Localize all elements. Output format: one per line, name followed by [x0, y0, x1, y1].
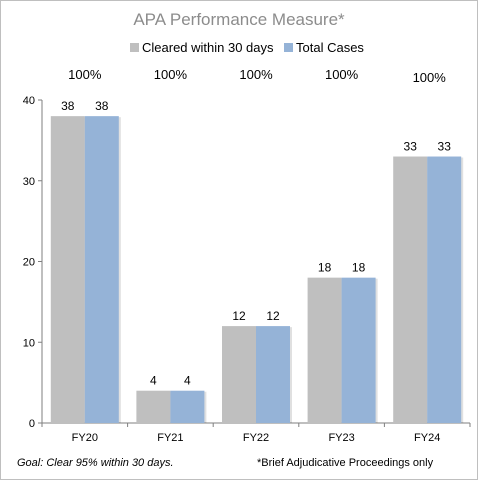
legend-label-cleared: Cleared within 30 days: [142, 40, 274, 55]
bar-cleared: [393, 156, 428, 423]
goal-note: Goal: Clear 95% within 30 days.: [17, 457, 174, 469]
data-label: 12: [232, 309, 246, 323]
data-label: 33: [404, 140, 418, 154]
x-tick-label: FY23: [328, 432, 354, 444]
bar-cleared: [307, 277, 342, 423]
x-tick-label: FY20: [72, 432, 98, 444]
percent-label: 100%: [68, 67, 102, 82]
data-label: 38: [95, 99, 109, 113]
percent-label: 100%: [325, 67, 359, 82]
bar-total: [427, 156, 462, 423]
x-tick-label: FY24: [414, 432, 440, 444]
data-label: 38: [61, 99, 75, 113]
bar-total: [170, 390, 205, 423]
y-tick-label: 30: [23, 176, 35, 188]
bar-total: [84, 116, 119, 424]
legend-swatch-cleared: [130, 43, 139, 52]
percent-label: 100%: [154, 67, 188, 82]
data-label: 12: [266, 309, 280, 323]
y-tick-label: 0: [29, 418, 35, 430]
chart-title: APA Performance Measure*: [133, 10, 345, 29]
bar-cleared: [222, 326, 256, 423]
x-tick-label: FY21: [157, 432, 183, 444]
legend-label-total: Total Cases: [296, 40, 364, 55]
legend: Cleared within 30 days Total Cases: [130, 40, 364, 55]
data-label: 4: [150, 374, 157, 388]
bar-cleared: [136, 390, 171, 423]
percent-label: 100%: [413, 70, 447, 85]
data-label: 33: [438, 140, 452, 154]
data-label: 4: [184, 374, 191, 388]
percent-label: 100%: [239, 67, 273, 82]
scope-note: *Brief Adjudicative Proceedings only: [257, 457, 434, 469]
legend-swatch-total: [284, 43, 293, 52]
plot-area: 0 10 20 30 40 38 38 FY20 100% 4 4 FY21 100% 12 12 FY22 1…: [23, 67, 471, 444]
bar-total: [256, 326, 290, 423]
data-label: 18: [352, 261, 366, 275]
bar-cleared: [50, 116, 85, 424]
x-tick-label: FY22: [243, 432, 269, 444]
data-label: 18: [318, 261, 332, 275]
y-tick-label: 20: [23, 257, 35, 269]
y-tick-label: 10: [23, 337, 35, 349]
bar-total: [341, 277, 376, 423]
y-tick-label: 40: [23, 95, 35, 107]
